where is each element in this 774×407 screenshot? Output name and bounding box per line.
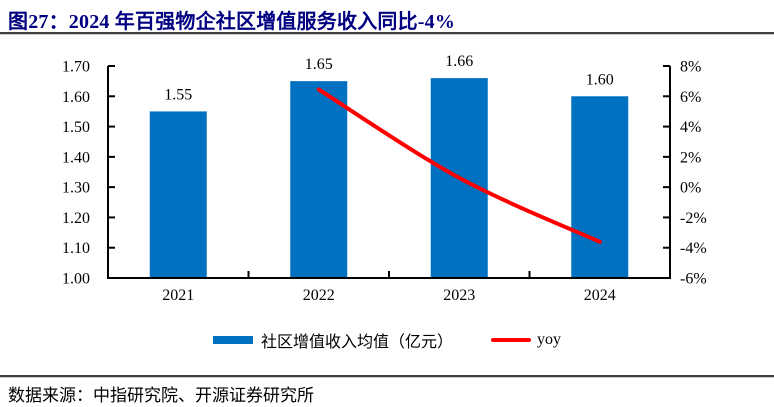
data-source: 数据来源：中指研究院、开源证券研究所: [8, 386, 314, 405]
left-axis-tick-label: 1.30: [62, 180, 90, 197]
line-series-label: yoy: [537, 331, 561, 348]
bar-2021: [149, 111, 207, 278]
bar-2022: [290, 81, 348, 278]
left-axis-tick-label: 1.20: [62, 210, 90, 227]
bar-series-label: 社区增值收入均值（亿元）: [260, 334, 453, 351]
x-axis-label: 2021: [162, 287, 194, 304]
title-divider: [0, 32, 774, 35]
right-axis-tick-label: 2%: [680, 149, 701, 166]
right-axis-tick-label: 6%: [680, 89, 701, 106]
yoy-line: [316, 87, 602, 244]
right-axis-tick-label: -2%: [680, 210, 707, 227]
chart-area: 1.55 1.65 1.66 1.60 1.00 1.10 1.20 1.30 1.40 1.50…: [0, 45, 774, 315]
footer-divider: [0, 375, 774, 378]
bar-line-chart-canvas: 1.55 1.65 1.66 1.60 1.00 1.10 1.20 1.30 1.40 1.50…: [62, 53, 707, 304]
figure-title: 图27：2024 年百强物企社区增值服务收入同比-4%: [8, 11, 456, 33]
bar-value-label: 1.60: [586, 71, 614, 88]
right-axis-tick-label: 8%: [680, 59, 701, 76]
right-axis-tick-label: 0%: [680, 180, 701, 197]
right-axis-tick-label: 4%: [680, 119, 701, 136]
left-axis-tick-label: 1.40: [62, 149, 90, 166]
right-axis-tick-label: -6%: [680, 271, 707, 288]
chart-legend: 社区增值收入均值（亿元） yoy: [0, 330, 774, 351]
left-axis-tick-label: 1.60: [62, 89, 90, 106]
bar-value-label: 1.66: [445, 53, 473, 70]
bar-value-label: 1.55: [164, 86, 192, 103]
x-axis-label: 2022: [303, 287, 335, 304]
left-axis-tick-label: 1.10: [62, 240, 90, 257]
bar-value-label: 1.65: [305, 56, 333, 73]
x-axis-label: 2024: [584, 287, 616, 304]
bar-2024: [571, 96, 629, 279]
left-axis-tick-label: 1.70: [62, 59, 90, 76]
x-axis-label: 2023: [443, 287, 475, 304]
right-axis-tick-label: -4%: [680, 240, 707, 257]
line-series-swatch: [491, 338, 531, 342]
left-axis-tick-label: 1.00: [62, 271, 90, 288]
left-axis-tick-label: 1.50: [62, 119, 90, 136]
bar-series-swatch: [212, 336, 253, 344]
